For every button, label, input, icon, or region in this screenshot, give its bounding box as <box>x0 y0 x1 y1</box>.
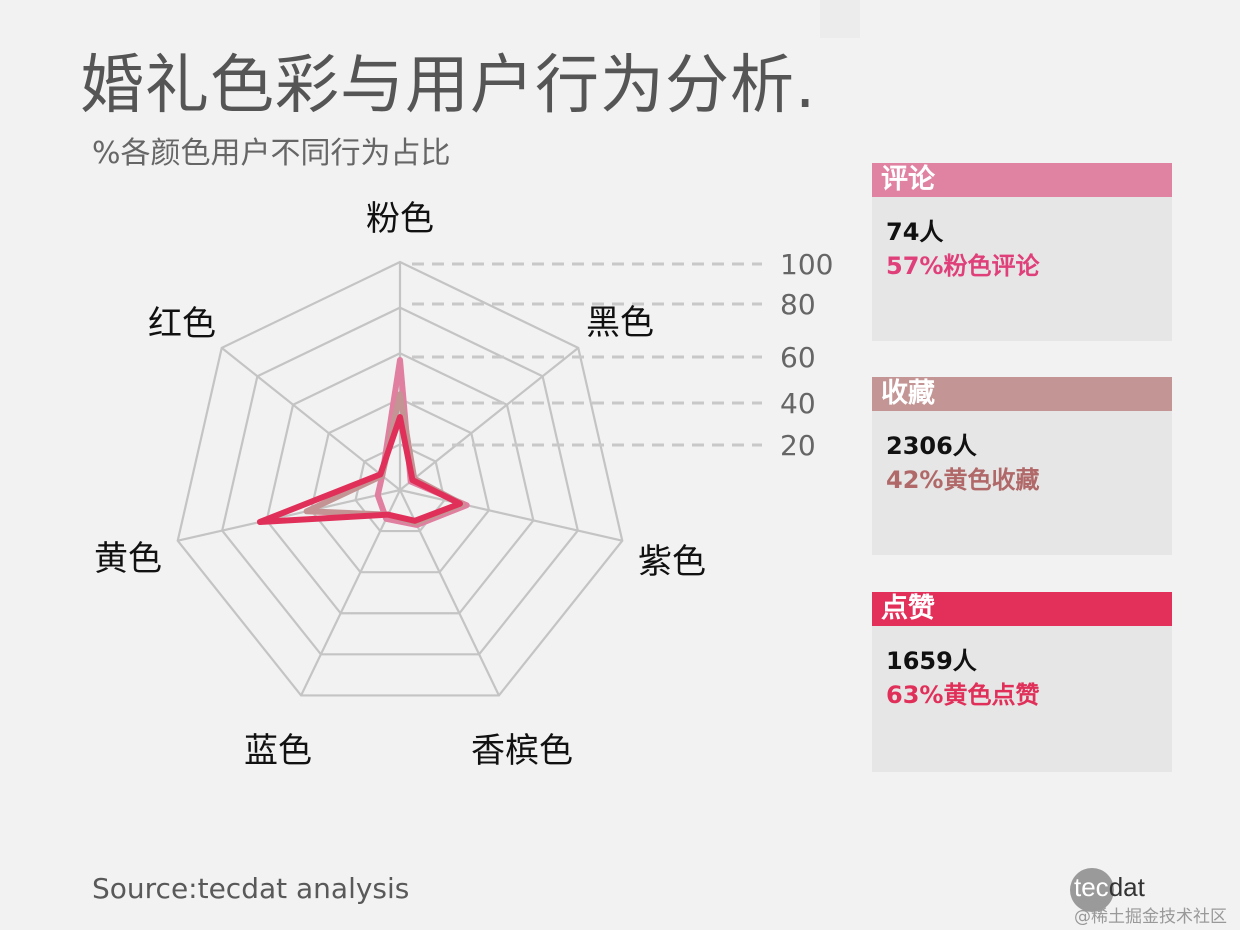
grid-spoke-4 <box>300 489 401 696</box>
like-card-stat: 63%黄色点赞 <box>886 681 1040 709</box>
logo-circle <box>1070 868 1114 912</box>
radar-grid <box>176 260 624 697</box>
axis-label-5: 黄色 <box>94 539 162 579</box>
logo-text-tec: tec <box>1074 872 1109 902</box>
axis-label-1: 黑色 <box>586 303 654 343</box>
page-subtitle: %各颜色用户不同行为占比 <box>92 136 451 171</box>
grid-ring-60 <box>265 351 535 615</box>
tick-label-60: 60 <box>780 341 816 374</box>
grid-ring-80 <box>220 306 580 656</box>
top-strip <box>820 0 860 38</box>
radar-tick-labels: 20 40 60 80 100 <box>780 248 833 462</box>
page-title: 婚礼色彩与用户行为分析. <box>80 49 817 123</box>
tick-label-80: 80 <box>780 288 816 321</box>
axis-label-6: 红色 <box>148 304 216 344</box>
favorite-card: 收藏 2306人 42%黄色收藏 <box>872 377 1172 555</box>
series-2 <box>256 414 464 525</box>
watermark: @稀土掘金技术社区 <box>1074 907 1227 927</box>
grid-ring-20 <box>354 443 446 533</box>
comment-card: 评论 74人 57%粉色评论 <box>872 163 1172 341</box>
radar-series-layer <box>256 357 470 528</box>
like-card-header: 点赞 <box>872 592 1172 626</box>
grid-spoke-5 <box>177 488 401 542</box>
grid-spoke-2 <box>399 488 623 542</box>
comment-card-count: 74人 <box>886 218 944 246</box>
logo-text: tecdat <box>1074 872 1145 903</box>
grid-ring-100 <box>176 260 624 697</box>
like-card: 点赞 1659人 63%黄色点赞 <box>872 592 1172 772</box>
radar-tick-lines <box>412 262 762 447</box>
tick-label-20: 20 <box>780 429 816 462</box>
tick-label-40: 40 <box>780 387 816 420</box>
source-note: Source:tecdat analysis <box>92 872 410 905</box>
axis-label-2: 紫色 <box>638 542 706 582</box>
grid-spoke-1 <box>399 346 579 491</box>
favorite-card-header: 收藏 <box>872 377 1172 411</box>
logo-text-dat: dat <box>1108 872 1145 902</box>
grid-spoke-6 <box>221 346 401 491</box>
tecdat-logo: tecdat <box>1070 864 1160 914</box>
like-card-count: 1659人 <box>886 647 977 675</box>
axis-label-0: 粉色 <box>366 199 434 239</box>
comment-card-stat: 57%粉色评论 <box>886 252 1040 280</box>
tick-label-100: 100 <box>780 248 833 281</box>
axis-label-4: 蓝色 <box>244 731 312 771</box>
favorite-card-stat: 42%黄色收藏 <box>886 466 1040 494</box>
axis-label-3: 香槟色 <box>471 731 573 771</box>
comment-card-header: 评论 <box>872 163 1172 197</box>
favorite-card-count: 2306人 <box>886 432 977 460</box>
